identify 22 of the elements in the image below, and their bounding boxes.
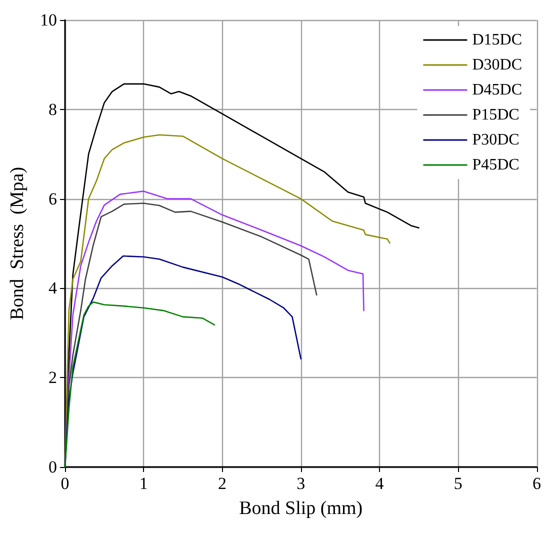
legend-label: P15DC — [472, 106, 520, 124]
x-tick-label: 6 — [532, 474, 541, 493]
x-tick-label: 3 — [296, 474, 306, 493]
y-tick-label: 6 — [48, 189, 57, 208]
y-axis-title: Bond Stress (Mpa) — [7, 166, 28, 320]
line-series — [64, 301, 216, 468]
y-tick-label: 2 — [48, 368, 57, 388]
legend-label: P30DC — [472, 132, 520, 148]
legend-label: D30DC — [472, 56, 522, 74]
y-tick-label: 8 — [48, 100, 57, 119]
legend-label: D15DC — [472, 32, 522, 48]
x-tick-label: 5 — [454, 474, 462, 493]
x-tick-label: 4 — [375, 474, 384, 493]
x-tick-label: 0 — [60, 474, 70, 493]
x-tick-label: 2 — [218, 474, 226, 493]
legend-label: D45DC — [472, 82, 522, 98]
y-tick-label: 10 — [40, 10, 57, 30]
x-axis-title: Bond Slip (mm) — [239, 498, 363, 519]
legend-label: P45DC — [472, 156, 520, 174]
x-tick-label: 1 — [139, 474, 148, 493]
y-tick-label: 4 — [48, 278, 58, 298]
y-tick-label: 0 — [48, 458, 57, 476]
